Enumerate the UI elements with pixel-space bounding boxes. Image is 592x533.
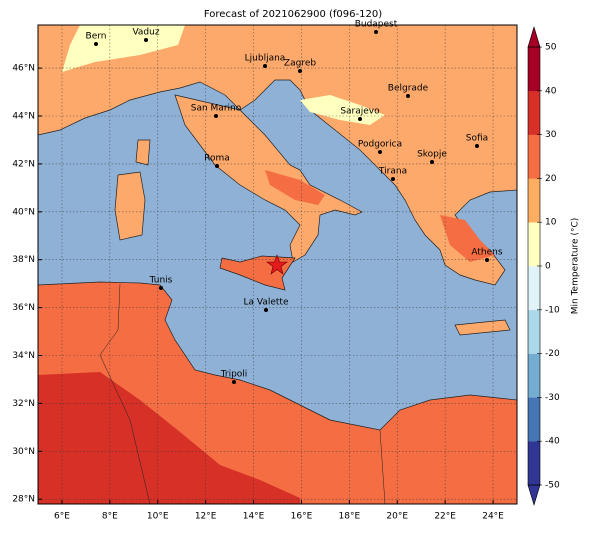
colorbar-bin [528, 441, 540, 486]
x-tick-label: 12°E [195, 512, 217, 522]
city-label: Tunis [149, 276, 173, 286]
colorbar-bin [528, 90, 540, 135]
colorbar-extend [527, 25, 541, 48]
city-dot [378, 150, 382, 154]
land-cool [62, 25, 185, 72]
y-tick-label: 32°N [12, 399, 35, 409]
x-tick-label: 22°E [434, 512, 456, 522]
city-label: Tirana [378, 167, 407, 177]
colorbar-tick-label: -10 [545, 305, 560, 315]
city-label: Vaduz [132, 28, 159, 38]
city-dot [406, 94, 410, 98]
city-label: Sofia [466, 134, 488, 144]
city-dot [159, 286, 163, 290]
city-dot [374, 30, 378, 34]
location-star [266, 254, 288, 275]
city-dot [215, 164, 219, 168]
colorbar-label: Min Temperature (°C) [571, 218, 581, 315]
colorbar-tick-label: 10 [545, 218, 557, 228]
colorbar-tick-label: 0 [545, 262, 551, 272]
y-tick-label: 36°N [12, 303, 35, 313]
y-tick-label: 34°N [12, 351, 35, 361]
map-title: Forecast of 2021062900 (f096-120) [204, 9, 382, 20]
city-dot [232, 380, 236, 384]
x-tick-label: 24°E [482, 512, 504, 522]
colorbar-bin [528, 397, 540, 442]
x-tick-label: 18°E [339, 512, 361, 522]
city-dot [475, 144, 479, 148]
grid: 6°E 8°E 10°E 12°E 14°E 16°E 18°E 20°E 22°E 24°E 28… [12, 25, 517, 522]
colorbar-tick-label: 30 [545, 130, 557, 140]
border [379, 429, 386, 504]
colorbar-tick-label: 50 [545, 43, 557, 53]
colorbar-tick-label: -30 [545, 393, 560, 403]
colorbar-bin [528, 134, 540, 179]
colorbar: -50 -40 -30 -20 -10 0 10 20 30 40 50 Min Temperatur… [527, 25, 581, 507]
y-tick-label: 42°N [12, 159, 35, 169]
city-dot [144, 38, 148, 42]
city-dot [263, 64, 267, 68]
colorbar-tick-label: 20 [545, 174, 557, 184]
y-tick-label: 44°N [12, 112, 35, 122]
city-label: Podgorica [358, 140, 402, 150]
corsica [135, 139, 151, 166]
city-dot [485, 258, 489, 262]
border [99, 283, 151, 504]
city-label: Roma [204, 154, 230, 164]
city-label: La Valette [244, 298, 289, 308]
city-label: Belgrade [388, 84, 429, 94]
colorbar-tick-label: 40 [545, 86, 557, 96]
city-dot [94, 42, 98, 46]
y-tick-label: 46°N [12, 64, 35, 74]
x-tick-label: 6°E [54, 512, 70, 522]
colorbar-tick-label: -20 [545, 349, 560, 359]
land-cool [300, 95, 385, 125]
city-dot [298, 69, 302, 73]
y-tick-label: 28°N [12, 495, 35, 505]
city-dot [214, 114, 218, 118]
colorbar-extend [527, 484, 541, 507]
y-tick-label: 38°N [12, 255, 35, 265]
africa-hot [38, 372, 300, 504]
crete [454, 319, 511, 336]
city-label: Ljubljana [245, 54, 286, 64]
y-tick-label: 30°N [12, 447, 35, 457]
city-label: Tripoli [220, 370, 248, 380]
colorbar-bin [528, 353, 540, 398]
city-dot [391, 177, 395, 181]
greece-warm [440, 215, 495, 262]
x-tick-label: 16°E [291, 512, 313, 522]
colorbar-bin [528, 47, 540, 92]
city-label: Sarajevo [340, 107, 380, 117]
italy-warm [265, 170, 325, 205]
city-label: San Marino [191, 104, 242, 114]
colorbar-bin [528, 309, 540, 354]
colorbar-bin [528, 178, 540, 223]
colorbar-tick-label: -40 [545, 437, 560, 447]
x-tick-label: 10°E [147, 512, 169, 522]
x-tick-label: 8°E [102, 512, 118, 522]
colorbar-tick-label: -50 [545, 481, 560, 491]
city-dot [264, 308, 268, 312]
x-tick-label: 20°E [386, 512, 408, 522]
city-label: Bern [86, 32, 107, 42]
colorbar-bin [528, 222, 540, 267]
map-frame [37, 24, 518, 505]
x-tick-label: 14°E [243, 512, 265, 522]
city-dot [430, 160, 434, 164]
city-dot [358, 117, 362, 121]
city-label: Skopje [417, 150, 447, 160]
city-label: Zagreb [284, 59, 316, 69]
sardinia [114, 171, 146, 241]
colorbar-bin [528, 266, 540, 311]
y-tick-label: 40°N [12, 207, 35, 217]
city-label: Athens [471, 248, 502, 258]
